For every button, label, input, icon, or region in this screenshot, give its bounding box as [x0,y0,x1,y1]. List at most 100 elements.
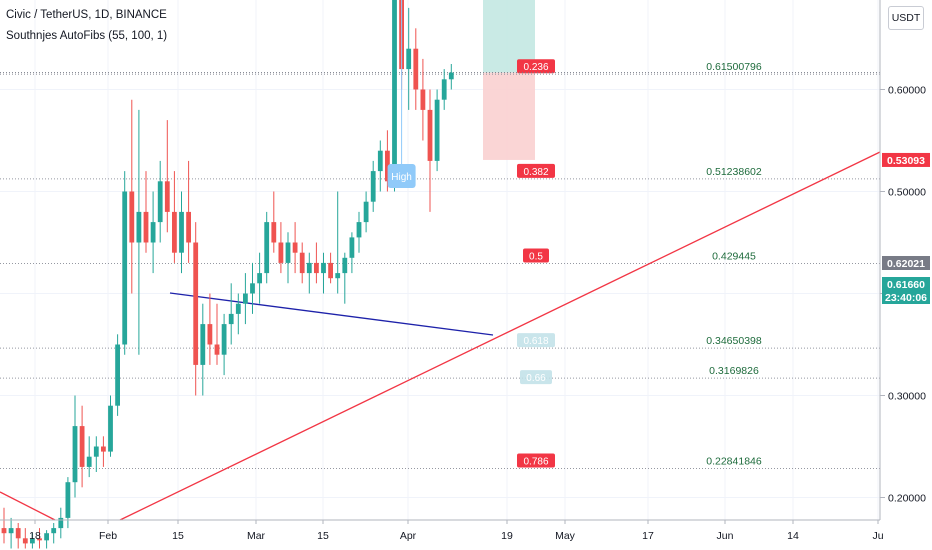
candle-body [157,181,163,223]
fib-price-label: 0.3169826 [709,365,759,377]
y-tick-label: 0.50000 [888,187,926,199]
candle-body [108,405,113,452]
chart-overlays: High [387,0,416,188]
candle-body [314,262,319,274]
price-tag-box [882,256,930,270]
fib-price-label: 0.429445 [712,250,756,262]
price-tag-box [882,277,930,291]
x-tick-label: Jun [717,530,734,542]
candle-body [37,538,42,541]
fib-levels: 0.7808900.615007960.2360.512386020.3820.… [0,59,880,470]
candle-body [122,191,128,345]
candle-body [200,324,206,365]
candle-body [65,482,71,518]
high-marker-badge [387,164,416,188]
fib-ratio-label: 0.786 [523,457,548,468]
fib-ratio-label: 0.236 [523,62,548,73]
trendlines[interactable] [0,151,881,521]
candle-body [377,150,383,172]
candle-body [434,99,440,161]
candle-body [143,211,149,243]
candle-body [79,426,85,467]
candle-body [221,324,227,355]
candle-body [328,262,333,279]
price-tag-label: 0.61660 [887,279,925,291]
candle-body [1,528,7,534]
candle-body [150,222,156,243]
y-tick-label: 0.60000 [888,85,926,97]
fib-ratio-label: 0.618 [523,336,548,347]
candle-body [349,237,355,258]
candle-body [250,283,255,294]
indicator-title[interactable]: Southnjes AutoFibs (55, 100, 1) [6,30,168,42]
candle-body [15,528,21,539]
candle-body [257,273,262,284]
candle-body [164,181,170,212]
candle-body [172,211,177,253]
long-position-zones[interactable] [483,0,535,160]
y-tick-label: 0.20000 [888,493,926,505]
fib-ratio-tag [517,163,555,178]
ascending-support-trendline[interactable] [119,151,881,521]
x-tick-label: 15 [317,530,329,542]
candle-body [207,324,213,345]
candle-body [420,89,426,110]
candle-body [228,313,234,325]
x-tick-label: 15 [172,530,184,542]
candle-body [179,211,184,253]
candle-body [136,211,142,243]
descending-trendline[interactable] [0,491,56,521]
fib-ratio-tag [520,370,552,385]
candle-body [441,79,447,100]
high-marker-label: High [391,172,412,183]
candle-body [58,517,64,529]
candle-body [44,533,49,541]
fib-ratio-tag [517,333,555,348]
price-tag-box [882,290,930,304]
symbol-title: Civic / TetherUS, 1D, BINANCE [6,9,167,21]
x-tick-label: Mar [247,530,266,542]
candle-body [30,538,35,544]
price-tag-box [882,152,930,167]
x-tick-label: Feb [99,530,117,542]
candle-body [356,222,362,238]
x-tick-label: 14 [787,530,799,542]
descending-resistance-trendline[interactable] [169,292,494,336]
candle-body [385,150,390,182]
candle-body [292,242,298,253]
fib-ratio-tag [517,59,555,74]
candle-body [392,0,397,182]
x-tick-label: 19 [501,530,513,542]
candle-body [72,426,78,483]
candle-body [51,528,57,534]
candle-body [335,273,341,279]
candle-body [406,48,412,70]
price-tag-label: 23:40:06 [885,292,927,304]
fib-ratio-tag [517,453,555,468]
candle-body [86,456,92,467]
candle-body [115,344,120,406]
time-axis[interactable]: 18 Feb 15 Mar 15 Apr 19 May 17 Jun 14 Ju [0,519,884,542]
candle-body [306,262,312,274]
candle-body [129,191,135,243]
candle-body [448,72,454,80]
candle-body [93,446,99,457]
fib-price-label: 0.61500796 [706,61,762,73]
x-tick-label: 18 [29,530,41,542]
fib-ratio-label: 0.5 [529,251,543,262]
candle-body [235,303,241,314]
x-tick-label: Apr [400,530,417,542]
long-stop-zone[interactable] [483,72,535,160]
fib-ratio-label: 0.382 [523,167,548,178]
fib-ratio-label: 0.66 [526,373,546,384]
price-axis[interactable]: 1.100001.000000.900000.800000.700000.600… [879,0,930,520]
fib-price-label: 0.34650398 [706,335,762,347]
candle-body [363,201,369,223]
price-tag-label: 0.53093 [887,155,925,167]
candle-body [243,293,248,304]
price-tag-label: 0.62021 [887,258,925,270]
currency-button[interactable]: USDT [888,6,924,30]
candle-body [278,242,284,263]
fib-price-label: 0.51238602 [706,166,762,178]
